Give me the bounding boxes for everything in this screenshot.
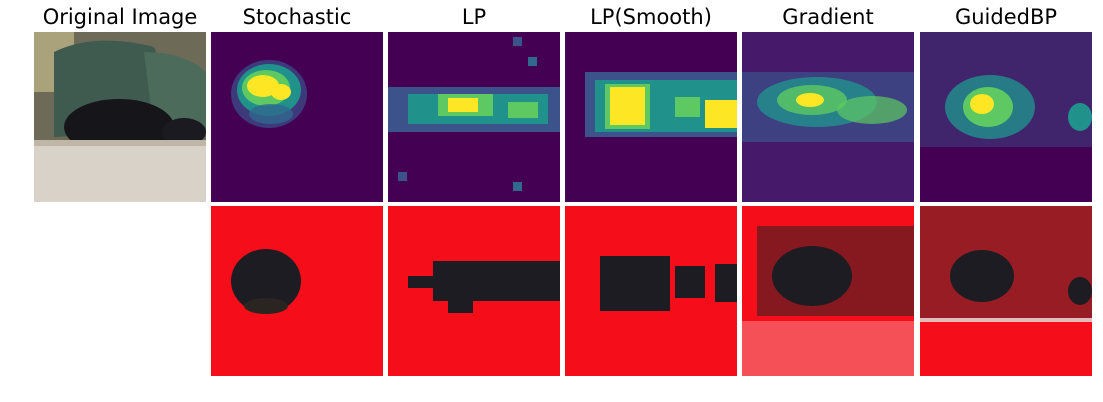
title-original-image: Original Image (42, 5, 198, 29)
guidedbp-masked-image (920, 206, 1092, 376)
stochastic-heatmap (211, 32, 383, 202)
title-gradient: Gradient (782, 5, 874, 29)
original-image (34, 32, 206, 202)
lp-smooth-heatmap (565, 32, 737, 202)
guidedbp-heatmap (920, 32, 1092, 202)
stochastic-masked-image (211, 206, 383, 376)
title-lp: LP (461, 5, 487, 29)
title-stochastic: Stochastic (242, 5, 352, 29)
title-lp-smooth: LP(Smooth) (590, 5, 712, 29)
gradient-heatmap (742, 32, 914, 202)
lp-heatmap (388, 32, 560, 202)
lp-masked-image (388, 206, 560, 376)
title-guidedbp: GuidedBP (954, 5, 1058, 29)
lp-smooth-masked-image (565, 206, 737, 376)
gradient-masked-image (742, 206, 914, 376)
